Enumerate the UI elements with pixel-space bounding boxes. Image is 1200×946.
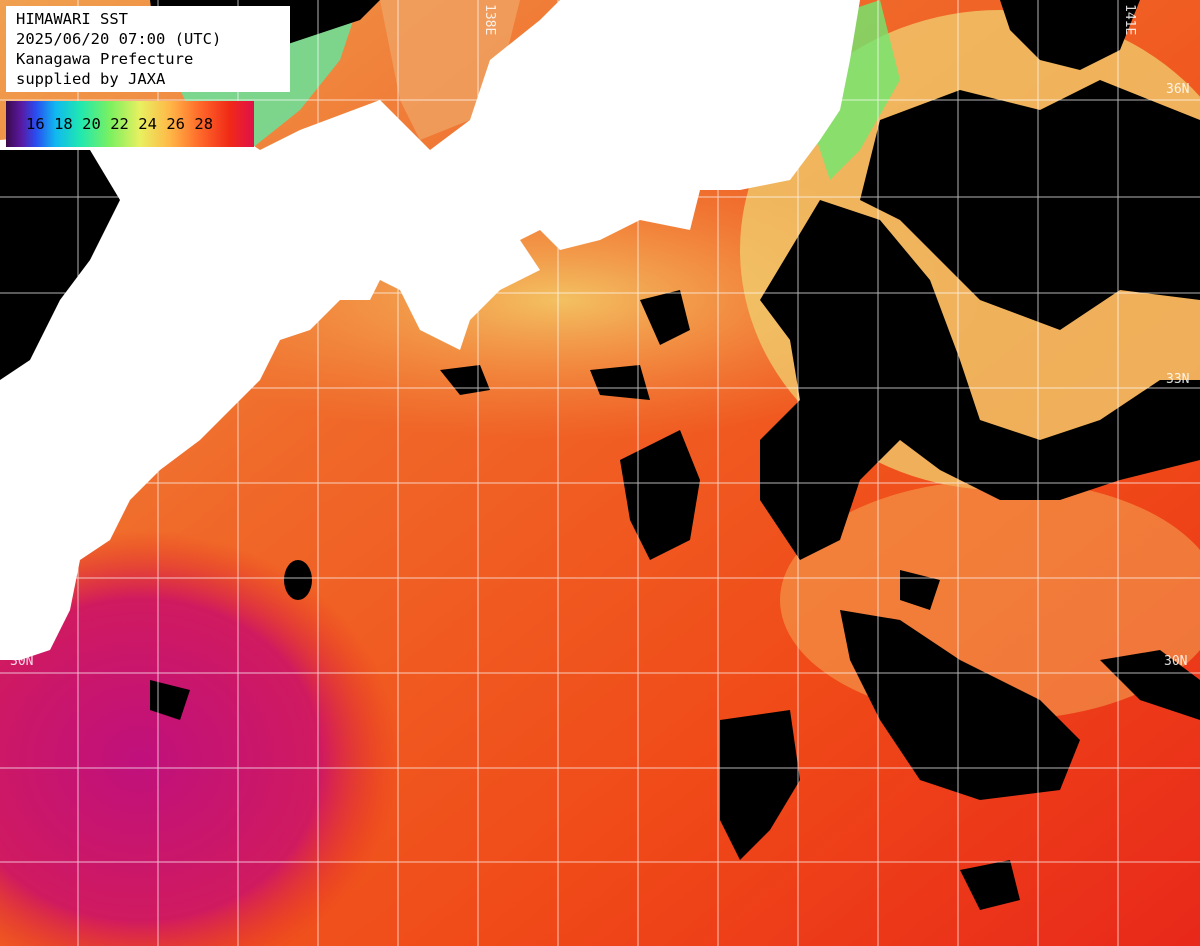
caption-credit: supplied by JAXA bbox=[16, 70, 166, 88]
cloud-northeast bbox=[860, 80, 1200, 330]
scale-tick-16: 16 bbox=[26, 115, 45, 133]
cloud-small-3 bbox=[284, 560, 312, 600]
cloud-small-4 bbox=[150, 680, 190, 720]
scale-tick-20: 20 bbox=[82, 115, 101, 133]
map-caption: HIMAWARI SST 2025/06/20 07:00 (UTC) Kana… bbox=[6, 6, 290, 92]
lat-label-30-left: 30N bbox=[10, 654, 34, 669]
lat-label-36-right: 36N bbox=[1166, 82, 1190, 97]
cloud-south bbox=[720, 710, 800, 860]
land-honshu-kyushu bbox=[0, 0, 860, 660]
lat-label-30-right: 30N bbox=[1164, 654, 1188, 669]
caption-region: Kanagawa Prefecture bbox=[16, 50, 194, 68]
bay-water bbox=[380, 0, 520, 140]
cloud-east-central bbox=[760, 200, 1200, 560]
cloud-central bbox=[620, 430, 700, 560]
scale-tick-26: 26 bbox=[166, 115, 185, 133]
cloud-top-right bbox=[1000, 0, 1140, 70]
cloud-southeast bbox=[840, 610, 1080, 800]
temperature-color-scale: 16 18 20 22 24 26 28 bbox=[6, 101, 254, 147]
cloud-west bbox=[0, 150, 120, 380]
lat-label-33-left: 33 bbox=[10, 372, 26, 387]
caption-timestamp: 2025/06/20 07:00 (UTC) bbox=[16, 30, 222, 48]
caption-title: HIMAWARI SST bbox=[16, 10, 128, 28]
scale-tick-28: 28 bbox=[194, 115, 214, 133]
scale-tick-22: 22 bbox=[110, 115, 129, 133]
scale-tick-24: 24 bbox=[138, 115, 157, 133]
lon-label-138: 138E bbox=[482, 4, 497, 36]
cloud-small-8 bbox=[1100, 650, 1200, 720]
cloud-small-5 bbox=[640, 290, 690, 345]
lat-label-33-right: 33N bbox=[1166, 372, 1190, 387]
lon-label-141: 141E bbox=[1122, 4, 1137, 36]
warm-current-water bbox=[0, 530, 400, 946]
cloud-small-2 bbox=[590, 365, 650, 400]
cloud-small-6 bbox=[900, 570, 940, 610]
cloud-small-7 bbox=[960, 860, 1020, 910]
scale-tick-18: 18 bbox=[54, 115, 73, 133]
